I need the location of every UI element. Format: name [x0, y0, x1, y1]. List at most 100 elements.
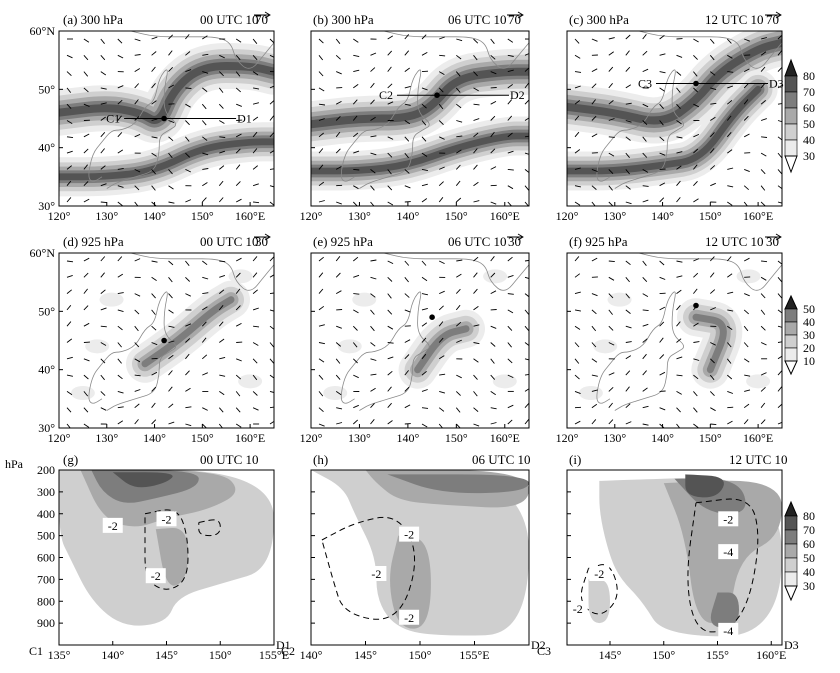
wind-arrow	[591, 115, 597, 121]
wind-arrow	[777, 277, 782, 283]
coastline-b-0	[340, 69, 430, 189]
wind-arrow	[151, 386, 157, 392]
wind-arrow	[387, 370, 393, 376]
contour-label-bg-g	[102, 517, 123, 533]
wind-arrow	[352, 115, 358, 121]
wind-arrow	[625, 66, 631, 72]
xtick-label-d: 120°	[48, 431, 71, 445]
wind-arrow	[353, 185, 359, 190]
panel-d-time: 00 UTC 10	[200, 234, 259, 249]
wind-arrow	[252, 272, 258, 278]
wind-arrow	[269, 256, 274, 262]
wind-patch-e-3	[337, 339, 362, 354]
wind-arrow	[66, 374, 73, 377]
wind-arrow	[83, 322, 90, 327]
wind-arrow	[151, 260, 158, 263]
cyclone-center-b	[434, 92, 440, 98]
wind-arrow	[761, 136, 768, 138]
wind-arrow	[642, 169, 649, 173]
wind-arrow	[318, 200, 325, 203]
wind-arrow	[353, 309, 359, 314]
wind-arrow	[235, 257, 242, 262]
wind-arrow	[352, 99, 358, 105]
wind-arrow	[574, 131, 580, 138]
wind-arrow	[387, 293, 392, 299]
wind-arrow	[66, 289, 72, 294]
wind-arrow	[218, 305, 224, 311]
wind-arrow	[524, 99, 529, 105]
wind-arrow	[168, 152, 173, 159]
wind-arrow	[744, 374, 751, 377]
wind-arrow	[353, 274, 360, 278]
wind-arrow	[507, 99, 513, 105]
wind-arrow	[219, 391, 225, 396]
wind-arrow	[659, 35, 665, 40]
wind-arrow	[66, 391, 73, 396]
wind-arrow	[591, 38, 598, 42]
left-endpoint-g: C1	[29, 644, 43, 658]
wind-arrow	[318, 358, 325, 363]
wind-arrow	[777, 341, 782, 343]
coastline-f-1	[638, 253, 782, 291]
wind-arrow	[710, 71, 716, 76]
wind-arrow	[134, 325, 139, 332]
wind-arrow	[151, 36, 158, 40]
wind-arrow	[709, 391, 715, 397]
cross-panel-g: -2 -2 -2 135° 140° 145° 150° 155°E 200 300 400 500 6…	[5, 457, 291, 662]
wind-arrow	[524, 358, 529, 361]
wind-arrow	[318, 132, 324, 138]
wind-arrow	[252, 102, 260, 105]
jet-band-a-1-4	[59, 138, 274, 181]
wind-arrow	[473, 87, 479, 92]
wind-arrow	[353, 54, 360, 58]
wind-arrow	[335, 358, 341, 364]
wind-band-f-3	[692, 313, 727, 374]
wind-arrow	[676, 407, 681, 413]
contour-label-bg-g	[156, 511, 177, 527]
panel-i-title: (i)	[569, 452, 581, 467]
wind-arrow	[219, 165, 225, 170]
wind-arrow	[185, 293, 191, 297]
wind-arrow	[335, 131, 341, 138]
colorbar-925hpa-label: 50	[803, 302, 815, 316]
ytick-label-d: 50°	[38, 304, 55, 318]
wind-arrow	[709, 374, 715, 381]
wind-arrow	[473, 358, 479, 363]
wind-arrow	[269, 342, 274, 348]
wind-arrow	[269, 358, 274, 364]
wind-arrow	[625, 185, 631, 190]
xtick-label-i: 160°E	[756, 648, 786, 662]
wind-arrow	[676, 260, 683, 263]
wind-arrow	[370, 67, 376, 72]
wind-arrow	[490, 374, 496, 380]
wind-arrow	[710, 87, 717, 91]
wind-arrow	[134, 374, 141, 377]
ytick-label-g: 400	[37, 507, 55, 521]
wind-arrow	[185, 406, 192, 409]
wind-arrow	[744, 168, 750, 173]
wind-arrow	[318, 103, 326, 106]
xtick-label-f: 160°E	[743, 431, 773, 445]
wind-arrow	[151, 100, 157, 105]
wind-arrow	[727, 149, 733, 154]
wind-arrow	[421, 423, 428, 428]
wind-arrow	[235, 181, 241, 187]
wind-arrow	[693, 407, 698, 413]
section-end-label-a: D1	[237, 112, 252, 126]
wind-arrow	[83, 257, 90, 262]
wind-arrow	[710, 342, 716, 346]
wind-arrow	[777, 152, 782, 158]
wind-arrow	[591, 83, 597, 89]
colorbar-925hpa-segment	[784, 308, 798, 323]
wind-arrow	[66, 71, 72, 77]
wind-arrow	[659, 337, 664, 343]
wind-arrow	[100, 183, 107, 187]
wind-arrow	[490, 201, 497, 205]
xtick-label-c: 120°	[556, 209, 579, 223]
wind-arrow	[473, 288, 478, 294]
wind-arrow	[83, 103, 90, 107]
wind-arrow	[676, 391, 682, 395]
wind-arrow	[608, 386, 614, 392]
right-endpoint-g: D1	[276, 638, 291, 652]
